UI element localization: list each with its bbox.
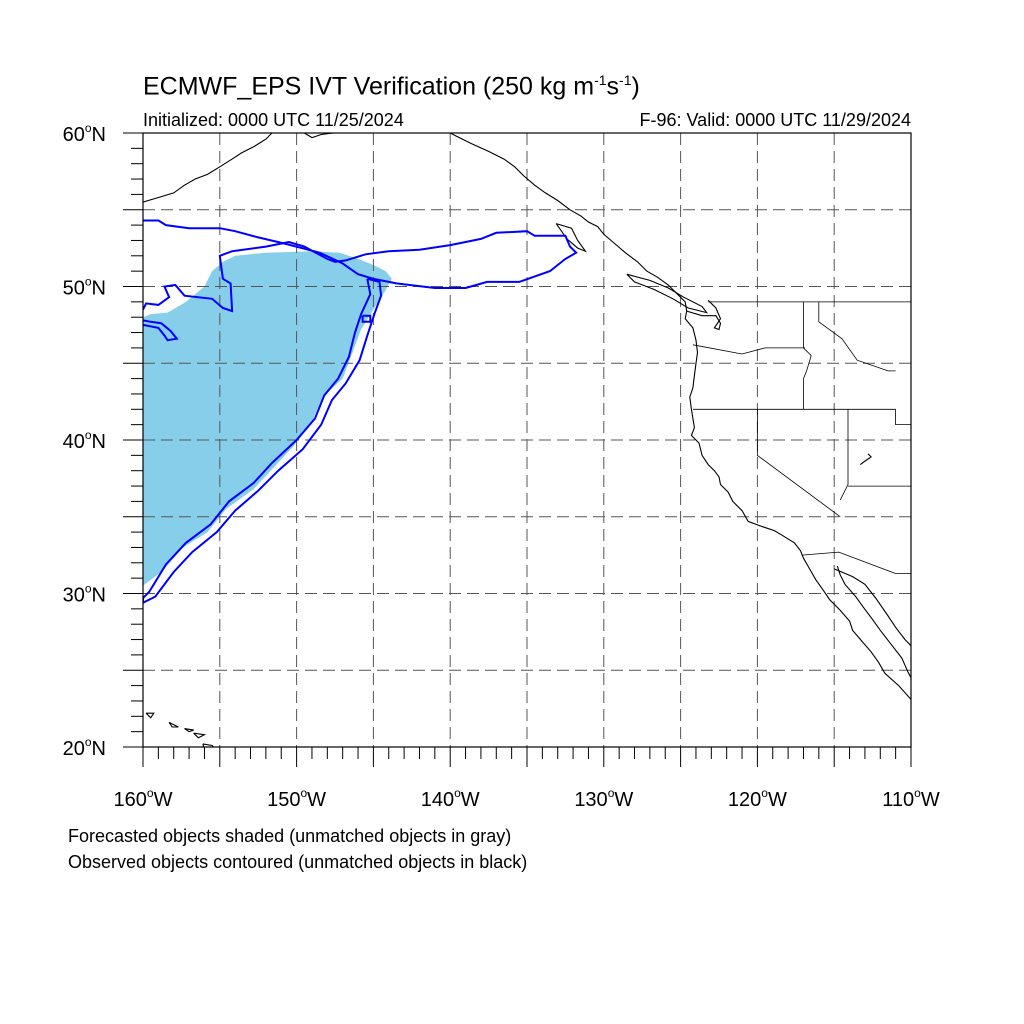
forecast-object-shaded: [143, 251, 392, 586]
lon-label-hemisphere: W: [307, 789, 326, 811]
degree-symbol: o: [147, 786, 154, 800]
degree-symbol: o: [914, 786, 921, 800]
lat-label: 50oN: [63, 275, 106, 300]
lat-label-value: 30: [63, 585, 85, 607]
lat-label-hemisphere: N: [92, 738, 106, 760]
title-exponent-2: -1: [619, 72, 632, 88]
degree-symbol: o: [761, 786, 768, 800]
degree-symbol: o: [85, 428, 92, 442]
coastline: [626, 273, 709, 314]
title-exponent-1: -1: [594, 72, 607, 88]
lat-label-hemisphere: N: [92, 585, 106, 607]
state-border: [692, 344, 805, 355]
axis-labels: 160oW 150oW 140oW 130oW 120oW 110oW60oN50oN40…: [63, 121, 940, 811]
lon-label: 160oW: [114, 786, 173, 811]
lat-label-value: 20: [63, 738, 85, 760]
lon-label-hemisphere: W: [154, 789, 173, 811]
lon-label-value: 130: [574, 789, 607, 811]
lon-label: 140oW: [421, 786, 480, 811]
observed-object-contour: [143, 219, 578, 313]
lon-label-hemisphere: W: [768, 789, 787, 811]
coastline: [836, 565, 911, 679]
initialized-label: Initialized: 0000 UTC 11/25/2024: [143, 110, 404, 130]
lat-label-value: 40: [63, 431, 85, 453]
degree-symbol: o: [300, 786, 307, 800]
coastline: [859, 453, 872, 466]
degree-symbol: o: [85, 121, 92, 135]
lon-label-value: 150: [267, 789, 300, 811]
figure-title: ECMWF_EPS IVT Verification (250 kg m-1s-…: [143, 72, 640, 101]
lon-label-value: 160: [114, 789, 147, 811]
lat-label-hemisphere: N: [92, 278, 106, 300]
state-border: [801, 551, 911, 574]
valid-time-label: F-96: Valid: 0000 UTC 11/29/2024: [639, 110, 912, 130]
coastline: [145, 712, 155, 719]
lon-label-value: 140: [421, 789, 454, 811]
lon-label-hemisphere: W: [614, 789, 633, 811]
lat-label-value: 60: [63, 124, 85, 146]
coastline: [304, 133, 334, 139]
coastlines: [143, 133, 911, 747]
observed-legend-note: Observed objects contoured (unmatched ob…: [68, 852, 528, 872]
state-border: [803, 301, 812, 410]
lat-label: 30oN: [63, 582, 106, 607]
lat-label: 60oN: [63, 121, 106, 146]
lon-label: 150oW: [267, 786, 326, 811]
degree-symbol: o: [85, 275, 92, 289]
lon-label: 120oW: [728, 786, 787, 811]
coastline: [686, 299, 722, 331]
observed-object-contour: [361, 314, 372, 323]
lat-label-hemisphere: N: [92, 124, 106, 146]
lat-label-value: 50: [63, 278, 85, 300]
observed-object-contour: [143, 277, 383, 604]
coastline: [833, 568, 911, 647]
lon-label-value: 120: [728, 789, 761, 811]
lon-label-value: 110: [882, 789, 914, 811]
state-border: [818, 301, 896, 372]
lon-label-hemisphere: W: [461, 789, 480, 811]
coastline: [184, 728, 194, 733]
title-close: ): [631, 72, 640, 101]
coastline: [202, 743, 215, 747]
degree-symbol: o: [85, 582, 92, 596]
coastline: [449, 133, 911, 700]
state-border: [757, 409, 841, 518]
axis-ticks: [123, 132, 912, 767]
lon-label: 130oW: [574, 786, 633, 811]
political-borders: [692, 301, 911, 574]
observed-objects: [143, 219, 578, 604]
state-border: [839, 409, 849, 501]
title-main: ECMWF_EPS IVT Verification (250 kg m: [143, 72, 595, 101]
degree-symbol: o: [608, 786, 615, 800]
coastline: [143, 133, 273, 203]
title-unit: s: [606, 72, 620, 101]
lat-label: 20oN: [63, 735, 106, 760]
degree-symbol: o: [85, 735, 92, 749]
map-gridlines: [143, 133, 911, 747]
coastline: [168, 721, 179, 728]
state-border: [895, 409, 911, 426]
forecast-legend-note: Forecasted objects shaded (unmatched obj…: [68, 826, 512, 846]
lon-label: 110oW: [882, 786, 940, 811]
lat-label-hemisphere: N: [92, 431, 106, 453]
lon-label-hemisphere: W: [921, 789, 940, 811]
coastline: [193, 732, 207, 739]
lat-label: 40oN: [63, 428, 106, 453]
degree-symbol: o: [454, 786, 461, 800]
forecast-objects: [143, 251, 392, 586]
observed-object-contour: [143, 319, 179, 342]
